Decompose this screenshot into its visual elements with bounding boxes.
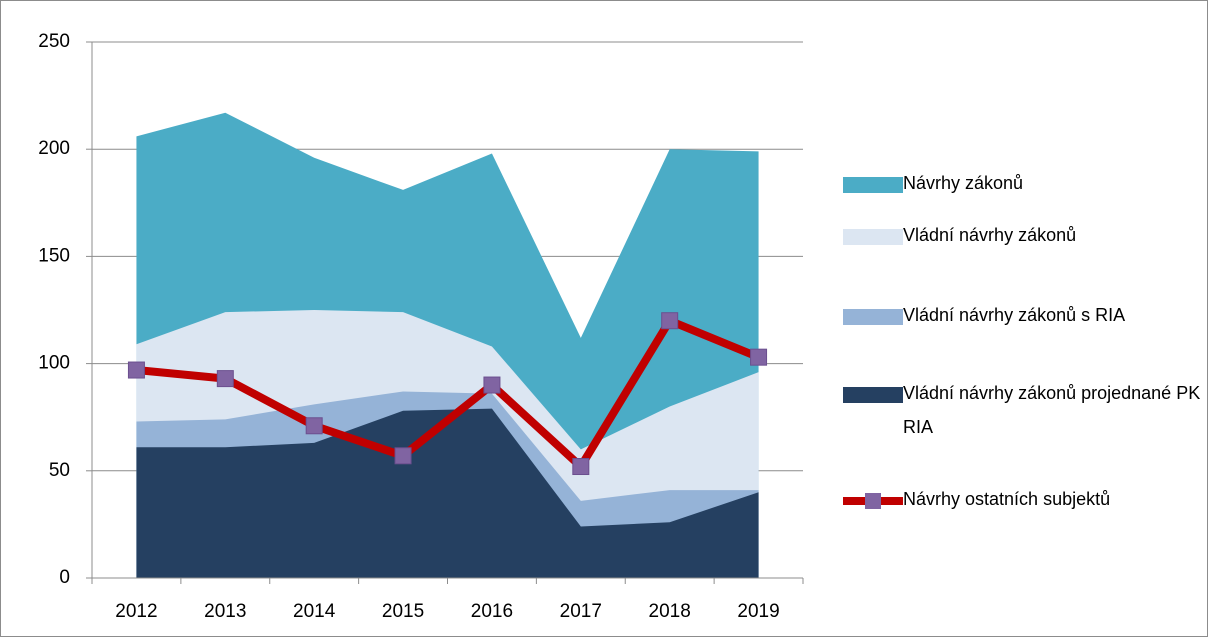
legend-label: Vládní návrhy zákonů projednané PK RIA [903,383,1201,437]
legend-item: Návrhy zákonů [843,173,1203,200]
x-tick-label: 2018 [649,601,691,622]
x-tick-label: 2015 [382,601,424,622]
marker [750,348,768,366]
y-tick-label: 50 [49,460,70,481]
legend-item: Vládní návrhy zákonů s RIA [843,305,1203,332]
marker [661,312,679,330]
x-tick-label: 2013 [204,601,246,622]
legend-label: Vládní návrhy zákonů s RIA [903,305,1126,325]
y-tick-label: 200 [38,138,70,159]
x-tick-label: 2017 [560,601,602,622]
x-tick-label: 2014 [293,601,336,622]
y-tick-label: 0 [59,567,70,588]
marker [305,417,323,435]
x-tick-label: 2016 [471,601,513,622]
y-tick-label: 150 [38,245,70,266]
marker [572,458,590,476]
legend-item: Vládní návrhy zákonů projednané PK RIA [843,383,1203,444]
x-tick-label: 2012 [115,601,157,622]
legend-item: Návrhy ostatních subjektů [843,489,1203,516]
y-tick-label: 250 [38,31,70,52]
legend-label: Vládní návrhy zákonů [903,225,1077,245]
legend-swatch [843,229,903,245]
legend-swatch [843,177,903,193]
marker [394,447,412,465]
line [136,316,761,471]
y-tick-label: 100 [38,353,70,374]
marker [127,361,145,379]
marker [483,376,501,394]
legend-label: Návrhy zákonů [903,173,1024,193]
legend-swatch [843,493,903,509]
legend-item: Vládní návrhy zákonů [843,225,1203,252]
area [136,408,759,578]
legend-marker [865,493,881,509]
legend-swatch [843,387,903,403]
x-tick-label: 2019 [737,601,779,622]
legend-label: Návrhy ostatních subjektů [903,489,1111,509]
legend-swatch [843,309,903,325]
marker [216,370,234,388]
